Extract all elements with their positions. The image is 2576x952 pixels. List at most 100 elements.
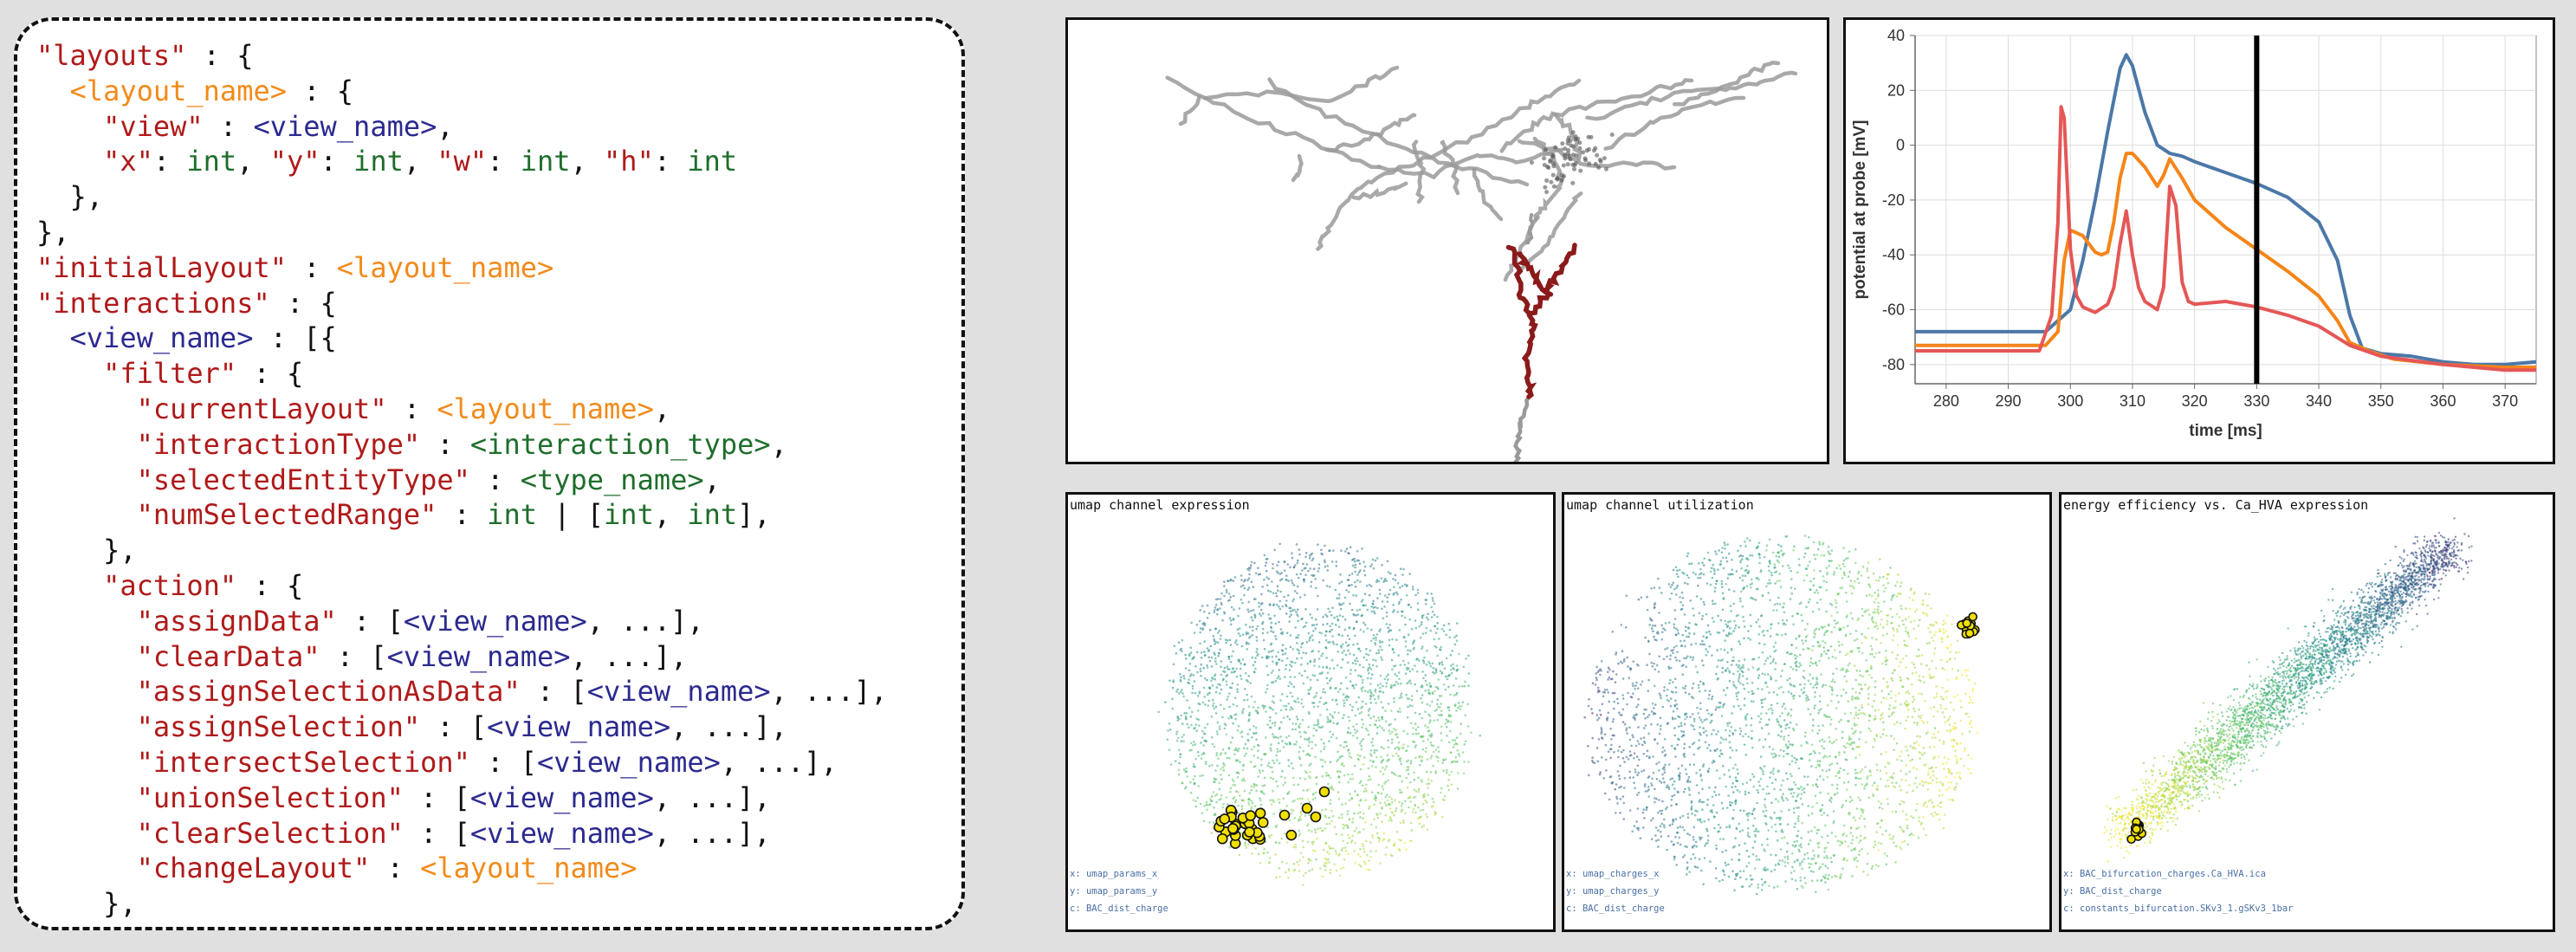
voltage-trace-view[interactable]: 280 290 300 310 320 330 340 350 360 370 40 20 0 -20 -4… — [1843, 17, 2555, 464]
umap-point — [1712, 761, 1716, 763]
umap-point — [1321, 808, 1324, 812]
umap-point — [1340, 549, 1343, 552]
umap-point — [1434, 813, 1436, 816]
umap-point — [1408, 573, 1411, 575]
voltage-trace-chart[interactable]: 280 290 300 310 320 330 340 350 360 37040200-20-4… — [1846, 20, 2553, 462]
umap-point — [1836, 792, 1839, 794]
umap-point — [1369, 749, 1373, 752]
umap-point — [1678, 725, 1680, 728]
umap-point — [1272, 567, 1274, 570]
umap-point — [1386, 596, 1388, 599]
umap-point — [1304, 608, 1307, 611]
umap-point — [1729, 620, 1731, 623]
umap-point — [1381, 717, 1384, 721]
umap-point — [1398, 629, 1401, 631]
umap-point — [1905, 719, 1907, 722]
umap-point — [1330, 819, 1333, 823]
umap-point — [1759, 755, 1763, 758]
umap-point — [1278, 599, 1282, 603]
umap-point — [1343, 618, 1347, 621]
umap-point — [1268, 706, 1272, 709]
umap-point — [1824, 865, 1827, 867]
umap-point — [1411, 586, 1414, 588]
umap-point — [1347, 780, 1349, 784]
umap-point — [1313, 674, 1317, 677]
umap-channel-expression-view[interactable]: umap channel expression x: umap_params_x… — [1065, 492, 1556, 932]
umap-point — [1761, 672, 1764, 675]
umap-point — [1958, 651, 1960, 654]
code-token — [36, 498, 137, 531]
umap-point — [1775, 679, 1777, 683]
umap-point — [1298, 576, 1300, 580]
umap-point — [1739, 729, 1743, 733]
umap-point — [1225, 796, 1228, 799]
umap-point — [1376, 597, 1379, 599]
umap-point — [1254, 667, 1257, 670]
umap-point — [1846, 625, 1849, 627]
umap-point — [1322, 623, 1324, 626]
umap-point — [1239, 667, 1242, 670]
umap-point — [1747, 630, 1750, 632]
umap-point — [1314, 755, 1317, 759]
umap-point — [1778, 603, 1782, 606]
neuron-morphology-view[interactable] — [1065, 17, 1829, 464]
umap-point — [1845, 600, 1848, 603]
umap-point — [1235, 704, 1239, 708]
code-token: <view_name> — [386, 639, 571, 673]
neuron-morphology-canvas[interactable] — [1068, 20, 1827, 462]
umap-point — [1951, 799, 1955, 802]
umap-point — [1344, 677, 1348, 679]
umap-channel-utilization-scatter[interactable] — [1564, 495, 2049, 929]
umap-point — [1359, 742, 1362, 745]
umap-point — [1861, 607, 1864, 611]
umap-point — [1851, 650, 1854, 652]
umap-point — [1276, 750, 1279, 754]
umap-point — [1311, 559, 1314, 562]
umap-point — [1680, 729, 1683, 733]
umap-point — [1230, 716, 1233, 718]
umap-point — [1316, 837, 1318, 840]
umap-point — [1877, 800, 1880, 803]
umap-channel-utilization-view[interactable]: umap channel utilization x: umap_charges… — [1562, 492, 2052, 932]
umap-point — [1295, 716, 1298, 718]
umap-point — [1370, 692, 1373, 695]
umap-point — [1324, 634, 1327, 637]
umap-point — [1328, 611, 1331, 613]
umap-point — [1327, 782, 1330, 786]
umap-point — [1302, 749, 1305, 753]
umap-point — [1841, 562, 1845, 566]
umap-point — [1809, 580, 1812, 583]
umap-point — [1276, 748, 1279, 751]
umap-point — [1688, 871, 1691, 873]
umap-point — [1270, 803, 1273, 806]
umap-point — [1354, 563, 1357, 567]
umap-point — [1324, 761, 1327, 763]
umap-point — [1970, 772, 1972, 774]
umap-point — [1201, 753, 1203, 756]
umap-point — [1816, 683, 1819, 685]
umap-point — [1271, 770, 1274, 774]
umap-point — [1869, 729, 1872, 733]
umap-point — [1321, 765, 1324, 768]
umap-point — [1369, 841, 1372, 844]
umap-channel-expression-scatter[interactable] — [1068, 495, 1553, 929]
umap-point — [1851, 617, 1854, 620]
umap-point — [1795, 669, 1798, 671]
umap-point — [1452, 666, 1454, 670]
umap-point — [1427, 782, 1430, 785]
umap-point — [1811, 662, 1815, 665]
umap-point — [1397, 741, 1401, 744]
umap-point — [1773, 603, 1777, 606]
umap-point — [1317, 722, 1320, 726]
umap-point — [1418, 816, 1421, 819]
umap-point — [1168, 679, 1171, 682]
umap-point — [1892, 785, 1895, 787]
umap-point — [1399, 682, 1402, 685]
umap-point — [1203, 726, 1207, 729]
umap-point — [1701, 721, 1704, 723]
umap-point — [1324, 827, 1326, 830]
umap-point — [1431, 797, 1434, 800]
umap-point — [1608, 775, 1612, 779]
umap-point — [1387, 626, 1389, 629]
umap-point — [1329, 761, 1332, 763]
